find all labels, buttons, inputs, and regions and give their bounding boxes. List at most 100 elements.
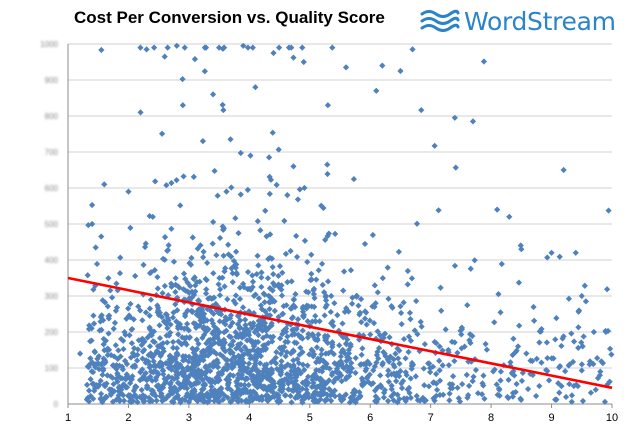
data-point: [388, 382, 395, 389]
data-point: [238, 374, 245, 381]
data-point: [363, 365, 370, 372]
data-point: [184, 288, 191, 295]
data-point: [267, 231, 274, 238]
data-point: [384, 397, 392, 405]
data-point: [343, 374, 350, 381]
data-point: [427, 368, 434, 376]
data-point: [304, 390, 311, 397]
data-point: [90, 395, 97, 402]
data-point: [155, 382, 162, 389]
data-point: [498, 260, 505, 268]
data-point: [319, 281, 326, 288]
data-point: [309, 376, 316, 383]
data-point: [221, 365, 228, 372]
data-point: [299, 327, 306, 334]
data-point: [538, 359, 545, 366]
data-point: [307, 276, 314, 284]
data-point: [310, 379, 317, 387]
data-point: [407, 394, 414, 401]
data-point: [277, 398, 284, 405]
data-point: [317, 396, 324, 403]
data-point: [219, 396, 227, 403]
data-point: [194, 312, 201, 319]
data-point: [358, 319, 365, 326]
data-point: [185, 358, 192, 365]
data-point: [117, 389, 125, 396]
data-point: [438, 307, 445, 314]
data-point: [231, 360, 238, 367]
data-point: [181, 44, 188, 51]
data-point: [357, 361, 364, 368]
data-point: [497, 309, 504, 316]
data-point: [159, 290, 166, 297]
data-point: [105, 275, 112, 282]
data-point: [278, 369, 285, 376]
data-point: [357, 392, 364, 399]
data-point: [396, 360, 403, 367]
data-point: [97, 395, 105, 402]
data-point: [294, 392, 301, 399]
data-point: [362, 308, 369, 315]
y-tick-label: 900: [45, 76, 59, 85]
data-point: [238, 347, 245, 354]
data-point: [386, 334, 393, 341]
data-point: [172, 368, 180, 375]
data-point: [258, 322, 265, 330]
data-point: [490, 368, 497, 375]
data-point: [308, 251, 315, 258]
data-point: [88, 325, 95, 332]
data-point: [222, 321, 229, 328]
data-point: [135, 303, 142, 310]
data-point: [449, 373, 457, 380]
data-point: [338, 360, 345, 367]
data-point: [293, 253, 301, 261]
data-point: [305, 379, 312, 387]
data-point: [164, 44, 171, 51]
data-point: [208, 317, 215, 324]
x-tick-label: 2: [125, 412, 131, 424]
x-tick-label: 10: [606, 412, 618, 424]
data-point: [465, 382, 473, 389]
data-point: [586, 358, 594, 365]
data-point: [568, 330, 575, 337]
data-point: [213, 252, 220, 259]
data-point: [138, 341, 145, 349]
data-point: [230, 257, 238, 265]
data-point: [292, 366, 299, 374]
data-point: [186, 295, 193, 302]
data-point: [125, 305, 132, 312]
data-point: [552, 336, 559, 343]
data-point: [85, 398, 93, 405]
data-point: [170, 309, 177, 316]
data-point: [238, 397, 245, 404]
data-point: [266, 285, 274, 292]
data-point: [209, 240, 216, 247]
data-point: [275, 313, 282, 321]
data-point: [417, 397, 424, 404]
data-point: [172, 301, 179, 308]
data-point: [457, 327, 464, 334]
data-point: [284, 333, 291, 340]
data-point: [116, 383, 123, 390]
data-point: [201, 317, 209, 324]
data-point: [527, 357, 534, 364]
data-point: [151, 362, 158, 369]
data-point: [156, 322, 163, 329]
data-point: [168, 280, 175, 287]
data-point: [236, 295, 244, 303]
data-point: [190, 349, 197, 356]
data-point: [515, 279, 523, 286]
data-point: [87, 338, 94, 345]
data-point: [175, 338, 182, 345]
data-point: [97, 390, 105, 397]
data-point: [219, 342, 227, 349]
data-point: [124, 374, 131, 381]
data-point: [192, 320, 199, 328]
data-point: [83, 381, 91, 388]
data-point: [173, 42, 180, 49]
data-point: [324, 161, 331, 168]
data-point: [271, 282, 278, 289]
data-point: [247, 320, 254, 327]
data-point: [233, 248, 240, 255]
data-point: [89, 359, 96, 366]
